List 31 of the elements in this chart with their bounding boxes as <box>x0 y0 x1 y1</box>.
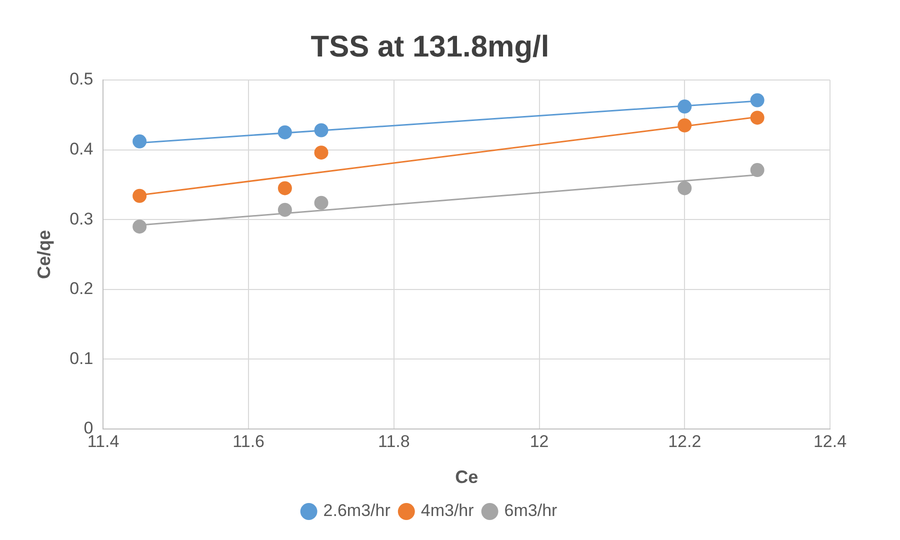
point <box>314 123 328 138</box>
point <box>278 202 292 217</box>
legend-label: 4m3/hr <box>420 501 474 520</box>
point <box>132 134 147 148</box>
y-tick-label: 0.1 <box>70 348 94 368</box>
point <box>678 100 692 114</box>
legend-label: 6m3/hr <box>504 501 558 520</box>
point <box>314 196 328 210</box>
x-tick-label: 12.2 <box>668 432 702 451</box>
point <box>750 110 764 125</box>
point <box>314 146 328 160</box>
y-tick-label: 0.5 <box>70 70 94 89</box>
point <box>278 125 292 140</box>
x-tick-label: 11.8 <box>378 432 410 451</box>
x-axis-title: Ce <box>455 467 478 488</box>
x-tick-label: 11.6 <box>232 432 264 451</box>
x-tick-label: 12 <box>530 432 549 451</box>
point <box>132 220 147 234</box>
point <box>278 181 292 196</box>
point <box>750 163 764 178</box>
y-tick-label: 0.2 <box>70 279 94 298</box>
y-axis-title: Ce/qe <box>34 230 54 280</box>
point <box>750 93 764 108</box>
y-tick-label: 0.3 <box>70 209 94 228</box>
x-tick-label: 12.4 <box>813 432 847 451</box>
point <box>678 118 692 132</box>
point <box>678 181 692 196</box>
chart-title: TSS at 131.8mg/l <box>310 30 550 64</box>
legend-label: 2.6m3/hr <box>323 501 391 520</box>
point <box>132 188 147 203</box>
y-tick-label: 0.4 <box>70 139 94 158</box>
